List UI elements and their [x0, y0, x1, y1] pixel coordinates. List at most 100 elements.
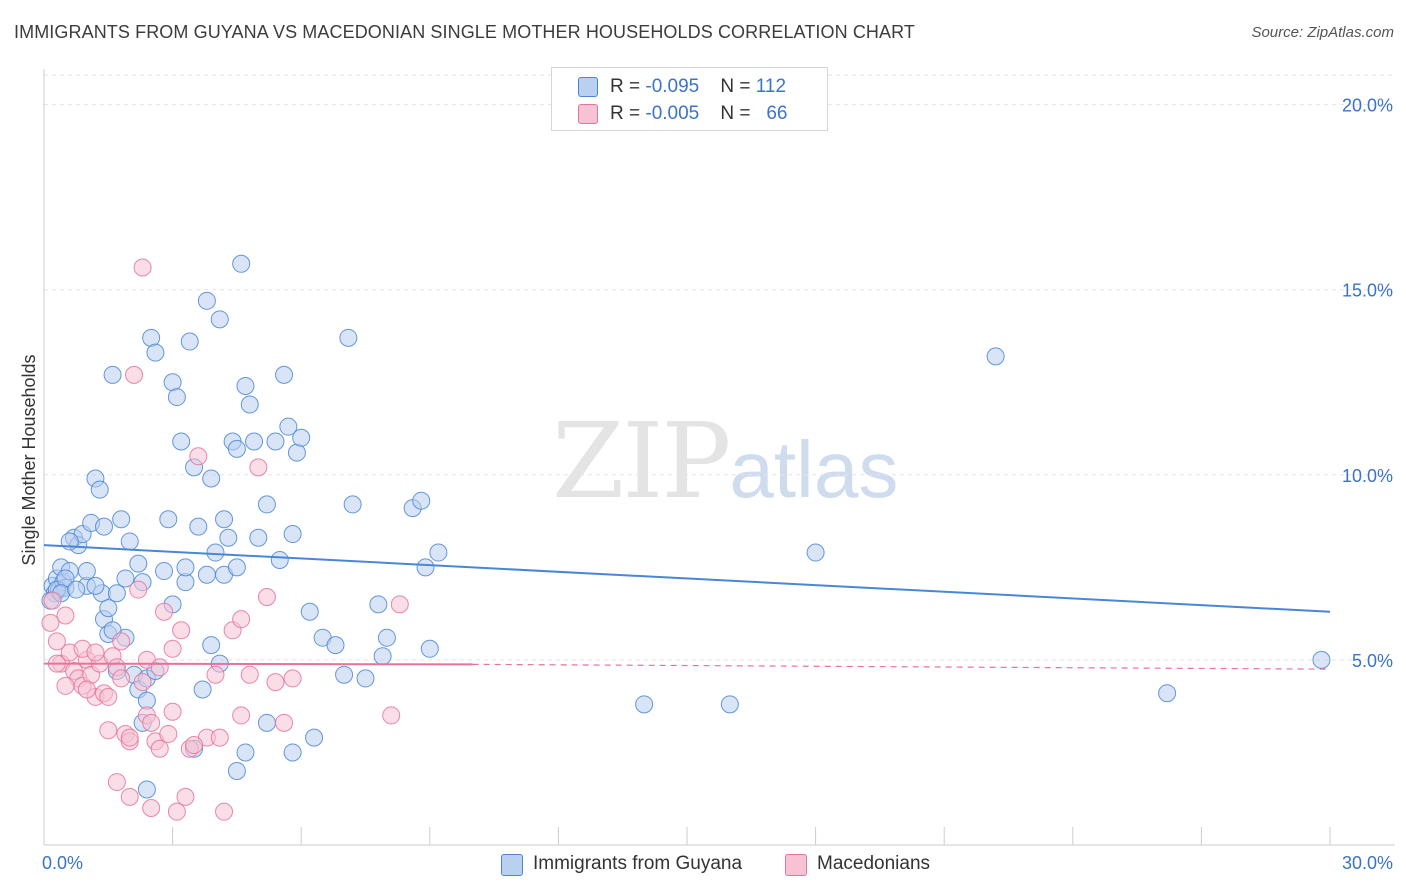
point-guyana — [420, 639, 439, 658]
point-guyana — [300, 602, 319, 621]
point-macedonians — [142, 798, 161, 817]
point-guyana — [206, 543, 225, 562]
point-macedonians — [150, 658, 169, 677]
point-macedonians — [56, 606, 75, 625]
point-guyana — [167, 388, 186, 407]
point-macedonians — [185, 736, 204, 755]
point-guyana — [67, 580, 86, 599]
legend-swatch-macedonians — [578, 104, 598, 124]
point-guyana — [245, 432, 264, 451]
point-guyana — [249, 528, 268, 547]
point-guyana — [202, 469, 221, 488]
point-guyana — [373, 647, 392, 666]
point-macedonians — [112, 632, 131, 651]
point-macedonians — [390, 595, 409, 614]
point-guyana — [279, 417, 298, 436]
point-macedonians — [77, 680, 96, 699]
point-macedonians — [232, 610, 251, 629]
point-guyana — [806, 543, 825, 562]
x-tick-label: 0.0% — [42, 853, 83, 873]
point-guyana — [1158, 684, 1177, 703]
point-guyana — [172, 432, 191, 451]
trendline-macedonians-extension — [472, 663, 1331, 670]
point-guyana — [240, 395, 259, 414]
point-macedonians — [133, 673, 152, 692]
point-macedonians — [266, 673, 285, 692]
point-guyana — [356, 669, 375, 688]
point-guyana — [176, 558, 195, 577]
bottom-legend-swatch-guyana — [501, 854, 523, 876]
point-macedonians — [107, 773, 126, 792]
point-macedonians — [283, 669, 302, 688]
legend-n-value-macedonians: 66 — [766, 103, 788, 124]
point-guyana — [236, 376, 255, 395]
point-guyana — [103, 365, 122, 384]
point-macedonians — [159, 724, 178, 743]
point-macedonians — [112, 669, 131, 688]
point-guyana — [137, 780, 156, 799]
correlation-legend: R = -0.095 N = 112 R = -0.005 N = 66 — [551, 67, 828, 131]
point-guyana — [163, 373, 182, 392]
point-guyana — [227, 761, 246, 780]
point-guyana — [416, 558, 435, 577]
point-macedonians — [163, 702, 182, 721]
trendline-macedonians — [43, 662, 473, 666]
bottom-legend-swatch-macedonians — [785, 854, 807, 876]
point-macedonians — [382, 706, 401, 725]
watermark: ZIPatlas — [552, 400, 898, 522]
point-macedonians — [86, 643, 105, 662]
point-guyana — [232, 254, 251, 273]
point-macedonians — [240, 665, 259, 684]
point-guyana — [339, 328, 358, 347]
point-guyana — [283, 743, 302, 762]
point-guyana — [275, 365, 294, 384]
point-macedonians — [120, 728, 139, 747]
bottom-legend-label-guyana: Immigrants from Guyana — [533, 853, 743, 874]
point-guyana — [635, 695, 654, 714]
point-guyana — [283, 525, 302, 544]
point-guyana — [180, 332, 199, 351]
point-guyana — [287, 443, 306, 462]
point-macedonians — [249, 458, 268, 477]
point-guyana — [197, 291, 216, 310]
point-macedonians — [47, 632, 66, 651]
point-guyana — [142, 328, 161, 347]
point-guyana — [1312, 650, 1331, 669]
point-macedonians — [232, 706, 251, 725]
point-guyana — [412, 491, 431, 510]
point-guyana — [120, 532, 139, 551]
point-guyana — [227, 558, 246, 577]
point-guyana — [292, 428, 311, 447]
point-macedonians — [41, 613, 60, 632]
point-macedonians — [133, 258, 152, 277]
legend-r-label: R = — [610, 76, 646, 97]
legend-swatch-guyana — [578, 77, 598, 97]
bottom-legend-label-macedonians: Macedonians — [817, 853, 931, 874]
point-macedonians — [167, 802, 186, 821]
point-macedonians — [99, 721, 118, 740]
trendline-guyana — [43, 544, 1331, 613]
point-guyana — [197, 565, 216, 584]
point-guyana — [369, 595, 388, 614]
point-guyana — [986, 347, 1005, 366]
point-guyana — [95, 517, 114, 536]
legend-n-label: N = — [720, 103, 756, 124]
chart-title: IMMIGRANTS FROM GUYANA VS MACEDONIAN SIN… — [14, 22, 915, 42]
point-macedonians — [129, 580, 148, 599]
point-macedonians — [210, 728, 229, 747]
point-macedonians — [43, 591, 62, 610]
x-tick-label: 30.0% — [1342, 853, 1393, 873]
point-guyana — [210, 310, 229, 329]
y-tick-label: 15.0% — [1342, 281, 1393, 301]
point-guyana — [227, 439, 246, 458]
point-macedonians — [142, 713, 161, 732]
point-guyana — [146, 343, 165, 362]
point-guyana — [429, 543, 448, 562]
legend-n-label: N = — [720, 76, 756, 97]
point-guyana — [202, 636, 221, 655]
point-macedonians — [155, 602, 174, 621]
point-guyana — [219, 528, 238, 547]
legend-r-value-macedonians: -0.005 — [645, 103, 700, 124]
point-guyana — [326, 636, 345, 655]
